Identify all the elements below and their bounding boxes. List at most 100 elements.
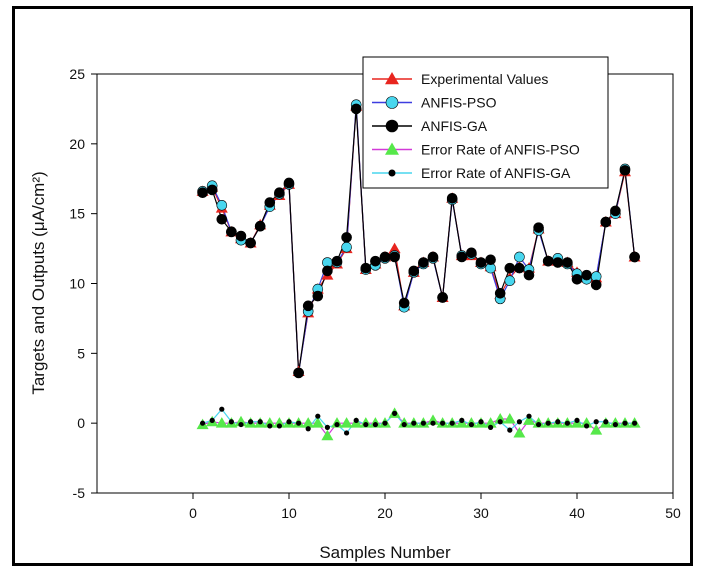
x-tick-label: 0 [189, 505, 197, 521]
data-point [245, 237, 256, 249]
y-tick-label: 0 [77, 415, 85, 431]
data-point [590, 279, 602, 291]
data-point [341, 241, 352, 253]
y-tick-label: -5 [73, 485, 86, 501]
data-point [545, 420, 551, 426]
x-tick-label: 20 [377, 505, 393, 521]
data-point [334, 421, 340, 428]
data-point [248, 419, 254, 425]
data-point [497, 419, 503, 425]
data-point [503, 412, 516, 424]
data-point [513, 426, 526, 438]
data-point [200, 420, 206, 426]
data-point [209, 417, 215, 423]
data-point [440, 420, 446, 426]
data-point [632, 420, 638, 426]
data-point [273, 417, 286, 428]
y-tick-label: 5 [77, 345, 85, 361]
data-point [267, 423, 273, 429]
data-point [215, 417, 228, 428]
data-point [312, 290, 324, 302]
axis-ticks: 0 10 20 30 40 50 -5 0 5 10 15 20 25 [69, 66, 681, 521]
data-point [504, 275, 516, 287]
data-point [584, 423, 590, 429]
data-point [311, 417, 324, 428]
data-point [340, 417, 353, 428]
data-point [571, 274, 583, 285]
data-point [302, 417, 315, 428]
data-point [619, 165, 631, 176]
data-point [350, 103, 362, 115]
data-point [446, 193, 458, 204]
data-point [514, 251, 525, 263]
data-point [494, 287, 506, 299]
x-tick-label: 10 [281, 505, 297, 521]
legend-label: ANFIS-GA [421, 118, 488, 134]
data-point [437, 292, 448, 303]
data-point [216, 213, 228, 225]
data-point [321, 429, 334, 441]
data-point [581, 269, 592, 281]
data-point [411, 420, 417, 426]
data-point [580, 417, 593, 428]
data-point [430, 420, 436, 426]
data-point [305, 426, 311, 432]
data-point [382, 420, 388, 426]
legend-marker [385, 142, 399, 155]
data-point [263, 417, 276, 428]
data-point [238, 421, 244, 428]
data-point [315, 413, 321, 419]
data-point [622, 420, 628, 426]
data-point [523, 414, 535, 425]
data-point [197, 187, 208, 199]
x-tick-label: 50 [665, 505, 681, 521]
data-point [504, 262, 516, 274]
data-point [542, 255, 554, 267]
data-point [574, 417, 580, 423]
data-point [293, 367, 304, 379]
data-point [593, 419, 599, 425]
data-point [536, 421, 542, 428]
data-point [379, 251, 391, 263]
data-point [533, 222, 544, 233]
data-point [420, 420, 426, 426]
data-point [216, 199, 228, 211]
data-point [235, 415, 247, 427]
y-tick-label: 25 [69, 66, 85, 82]
data-point [322, 265, 333, 277]
data-point [485, 254, 496, 266]
data-point [206, 184, 218, 196]
data-point [389, 251, 400, 263]
data-point [363, 421, 369, 428]
legend-marker [385, 72, 399, 85]
data-point [276, 423, 282, 429]
data-point [408, 265, 420, 277]
data-point [449, 420, 455, 426]
data-point [494, 412, 507, 424]
data-point [228, 419, 234, 425]
data-point [274, 187, 285, 199]
data-point [226, 226, 237, 238]
data-point [427, 251, 439, 263]
data-point [427, 414, 439, 425]
legend-marker [385, 119, 399, 133]
series-4-points [200, 406, 638, 436]
data-point [629, 251, 640, 263]
legend: Experimental Values ANFIS-PSO ANFIS-GA Erro… [362, 56, 609, 189]
data-point [507, 427, 513, 433]
data-point [360, 262, 372, 274]
legend-label: ANFIS-PSO [421, 95, 497, 111]
data-point [283, 177, 295, 189]
data-point [478, 419, 484, 425]
data-point [264, 197, 276, 208]
data-point [590, 424, 603, 435]
data-point [254, 220, 266, 232]
data-point [302, 300, 314, 312]
data-point [610, 205, 621, 217]
data-point [459, 417, 465, 423]
data-point [526, 413, 532, 419]
y-tick-label: 10 [69, 276, 85, 292]
data-point [257, 419, 263, 425]
data-point [523, 269, 535, 281]
data-point [514, 262, 525, 274]
